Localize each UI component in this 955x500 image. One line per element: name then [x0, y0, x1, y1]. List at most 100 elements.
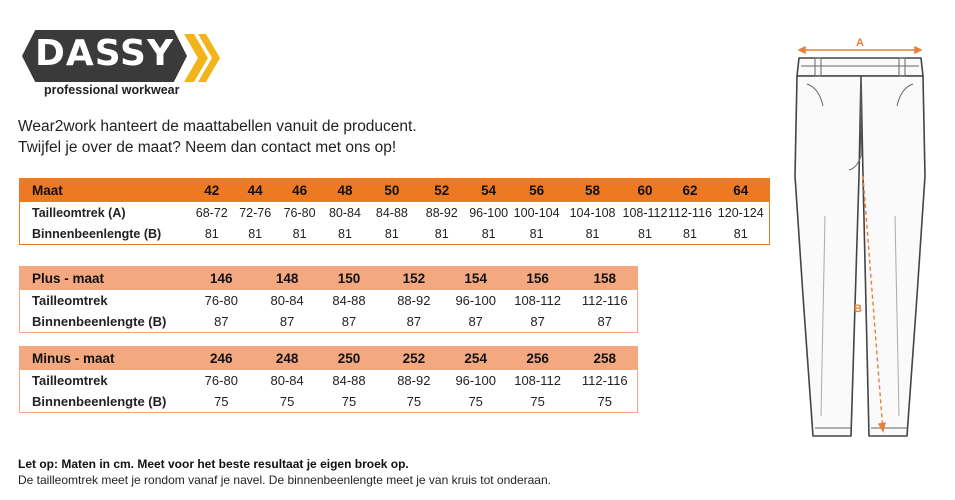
value-cell: 96-100: [455, 373, 496, 388]
row-label: Binnenbeenlengte (B): [32, 394, 167, 409]
value-cell: 80-84: [270, 373, 304, 388]
value-cell: 87: [406, 314, 422, 329]
label-a: A: [856, 37, 864, 49]
size-cell: 154: [448, 266, 503, 290]
header-label: Minus - maat: [19, 346, 188, 370]
value-cell: 75: [597, 394, 612, 409]
header-label: Plus - maat: [19, 266, 188, 290]
measure-lines: [797, 45, 923, 433]
value-cell: 81: [638, 226, 652, 241]
value-cell: 112-116: [581, 293, 628, 308]
logo-badge: [22, 30, 187, 82]
value-cell: 84-88: [332, 373, 366, 388]
size-cell: 254: [448, 346, 503, 370]
table-row: Tailleomtrek 76-80 80-84 84-88 88-92 96-…: [20, 290, 638, 311]
table-header-row: Plus - maat 146 148 150 152 154 156 158: [19, 266, 638, 290]
size-cell: 44: [234, 178, 277, 202]
size-cell: 252: [378, 346, 449, 370]
value-cell: 76-80: [204, 373, 238, 388]
value-cell: 75: [468, 394, 483, 409]
value-cell: 87: [279, 314, 295, 329]
value-cell: 81: [204, 226, 219, 241]
value-cell: 80-84: [270, 293, 304, 308]
value-cell: 104-108: [569, 205, 616, 220]
value-cell: 108-112: [514, 293, 561, 308]
row-label: Tailleomtrek (A): [32, 205, 126, 220]
value-cell: 81: [733, 226, 748, 241]
size-cell: 258: [572, 346, 638, 370]
table-row: Binnenbeenlengte (B) 87 87 87 87 87 87 8…: [20, 311, 638, 333]
table-header-row: Minus - maat 246 248 250 252 254 256 258: [19, 346, 638, 370]
row-label: Binnenbeenlengte (B): [32, 226, 162, 241]
table-header-row: Maat 42 44 46 48 50 52 54 56 58 60 62 64: [19, 178, 770, 202]
value-cell: 112-116: [667, 205, 712, 220]
size-cell: 54: [466, 178, 511, 202]
value-cell: 75: [530, 394, 545, 409]
table-row: Binnenbeenlengte (B) 81 81 81 81 81 81 8…: [20, 223, 770, 245]
value-cell: 120-124: [717, 205, 764, 220]
value-cell: 81: [434, 226, 449, 241]
value-cell: 88-92: [397, 373, 431, 388]
value-cell: 100-104: [513, 205, 560, 220]
value-cell: 76-80: [204, 293, 238, 308]
note-plain: De tailleomtrek meet je rondom vanaf je …: [18, 473, 551, 487]
value-cell: 75: [214, 394, 229, 409]
size-table-main: Maat 42 44 46 48 50 52 54 56 58 60 62 64…: [19, 178, 770, 245]
size-cell: 146: [187, 266, 256, 290]
value-cell: 81: [481, 226, 496, 241]
intro-line-2: Twijfel je over de maat? Neem dan contac…: [18, 139, 397, 156]
dassy-logo: DASSY professional workwear: [22, 30, 222, 100]
size-cell: 150: [319, 266, 379, 290]
intro-line-1: Wear2work hanteert de maattabellen vanui…: [18, 118, 417, 135]
size-cell: 152: [378, 266, 449, 290]
value-cell: 87: [468, 314, 483, 329]
header-label: Maat: [19, 178, 190, 202]
value-cell: 84-88: [375, 205, 408, 220]
value-cell: 88-92: [425, 205, 458, 220]
size-cell: 64: [712, 178, 770, 202]
value-cell: 81: [585, 226, 600, 241]
row-label: Tailleomtrek: [32, 293, 108, 308]
label-b: B: [854, 303, 862, 315]
size-table-minus: Minus - maat 246 248 250 252 254 256 258…: [19, 346, 638, 413]
size-cell: 156: [502, 266, 573, 290]
intro-text: Wear2work hanteert de maattabellen vanui…: [18, 116, 417, 158]
size-cell: 256: [502, 346, 573, 370]
value-cell: 81: [683, 226, 697, 241]
size-cell: 250: [319, 346, 379, 370]
row-label: Binnenbeenlengte (B): [32, 314, 167, 329]
value-cell: 84-88: [332, 293, 366, 308]
trousers-details: [801, 57, 919, 429]
value-cell: 108-112: [514, 373, 561, 388]
size-cell: 58: [562, 178, 623, 202]
size-cell: 158: [572, 266, 638, 290]
table-row: Tailleomtrek 76-80 80-84 84-88 88-92 96-…: [20, 370, 638, 391]
value-cell: 81: [248, 226, 263, 241]
value-cell: 68-72: [195, 205, 228, 220]
size-cell: 48: [323, 178, 367, 202]
size-cell: 50: [366, 178, 417, 202]
value-cell: 96-100: [455, 293, 496, 308]
size-table-plus: Plus - maat 146 148 150 152 154 156 158 …: [19, 266, 638, 333]
value-cell: 81: [384, 226, 399, 241]
value-cell: 80-84: [328, 205, 361, 220]
value-cell: 87: [214, 314, 229, 329]
size-cell: 246: [187, 346, 256, 370]
note-bold: Let op: Maten in cm. Meet voor het beste…: [18, 457, 409, 471]
size-cell: 62: [667, 178, 713, 202]
value-cell: 87: [597, 314, 612, 329]
logo-tagline: professional workwear: [44, 83, 180, 97]
trousers-outline-icon: [794, 57, 926, 437]
size-cell: 52: [416, 178, 467, 202]
trousers-diagram: A B: [794, 37, 926, 437]
value-cell: 88-92: [397, 293, 431, 308]
value-cell: 75: [341, 394, 357, 409]
value-cell: 76-80: [283, 205, 316, 220]
size-cell: 148: [255, 266, 320, 290]
size-cell: 248: [255, 346, 320, 370]
value-cell: 112-116: [581, 373, 628, 388]
size-cell: 56: [510, 178, 563, 202]
size-cell: 46: [276, 178, 324, 202]
value-cell: 96-100: [469, 205, 509, 220]
value-cell: 75: [406, 394, 422, 409]
